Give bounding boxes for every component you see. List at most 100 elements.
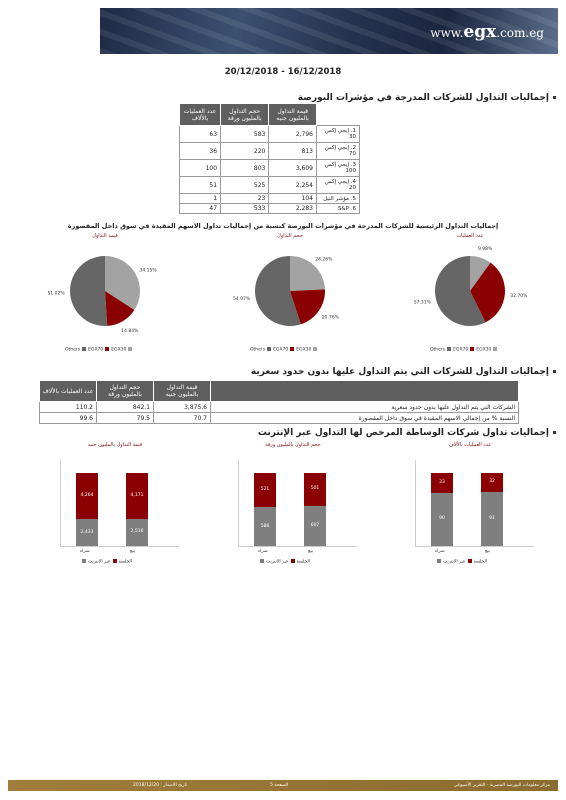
col-volume: حجم التداول بالمليون ورقة — [96, 380, 154, 402]
pies-subtitle: إجماليات التداول الرئيسية للشركات المدرج… — [67, 222, 499, 230]
col-value: قيمة التداول بالمليون جنيه — [268, 103, 317, 126]
cell-val: 2,283 — [268, 203, 317, 214]
pie-slice-egx30 — [105, 256, 140, 311]
section-title-no-limits: إجماليات التداول للشركات التي يتم التداو… — [251, 367, 556, 377]
footer-bar: مركز معلومات البورصة المصرية - التقرير ا… — [8, 780, 558, 791]
no-limits-table: عدد العمليات بالألاف حجم التداول بالمليو… — [39, 380, 519, 424]
x-tick-label: بيع — [308, 549, 314, 554]
col-label — [316, 103, 360, 126]
bar-legend: الجلسةعبر الانترنت — [258, 559, 310, 565]
pie-value-label: 9.98% — [478, 246, 493, 252]
col-ops: عدد العمليات بالألاف — [39, 380, 97, 402]
cell-label: 3. إيجي إكس 100 — [316, 159, 360, 177]
bar-chart-volume: حجم التداول بالمليون ورقة 586 521 شراء 607 5… — [218, 442, 368, 572]
cell-val: 3,875.6 — [153, 401, 211, 413]
bar-plot-area — [415, 460, 534, 547]
bar-title: حجم التداول بالمليون ورقة — [265, 442, 321, 448]
bar-online: 521 — [254, 472, 276, 508]
cell-val: 2,796 — [268, 125, 317, 143]
bar-session: 2,516 — [126, 518, 148, 546]
cell-ops: 110.2 — [39, 401, 97, 413]
bar-online: 4,264 — [76, 472, 98, 520]
pie-legend: Others EGX70 EGX30 — [430, 347, 499, 353]
cell-ops: 1 — [178, 193, 222, 204]
table-row: 1 23 104 5. مؤشر النيل — [178, 193, 360, 204]
pie-value-label: 54.97% — [233, 296, 251, 302]
bar-session: 90 — [431, 492, 453, 546]
col-volume: حجم التداول بالمليون ورقة — [220, 103, 270, 126]
cell-val: 813 — [268, 142, 317, 160]
bar-value-label: 586 — [260, 523, 270, 529]
bar-chart-value: قيمة التداول بالمليون جنيه 2,433 4,264 شرا… — [40, 442, 190, 572]
x-tick-label: شراء — [435, 549, 445, 554]
cell-vol: 803 — [220, 159, 270, 177]
cell-vol: 583 — [220, 125, 270, 143]
banner-decoration — [100, 8, 558, 54]
bar-value-label: 607 — [310, 522, 320, 528]
bar-online: 32 — [481, 472, 503, 492]
x-tick-label: شراء — [258, 549, 268, 554]
footer-date: تاريخ الاصدار : 2018/12/20 — [133, 783, 188, 788]
pie-value-label: 20.76% — [322, 315, 340, 321]
cell-vol: 23 — [220, 193, 270, 204]
pie-slice-egx30 — [470, 256, 491, 291]
cell-ops: 99.6 — [39, 412, 97, 424]
bar-value-label: 33 — [439, 479, 445, 485]
table-row: 36 220 813 2. إيجي إكس 70 — [178, 142, 360, 160]
cell-val: 3,609 — [268, 159, 317, 177]
table-row: 51 525 2,254 4. إيجي إكس 20 — [178, 176, 360, 194]
pie-legend: Others EGX70 EGX30 — [65, 347, 134, 353]
cell-label: النسبة % من إجمالي الاسهم المقيدة في سوق… — [210, 412, 519, 424]
bar-value-label: 501 — [310, 486, 320, 492]
footer-page: الصفحة 5 — [270, 783, 289, 788]
cell-ops: 100 — [178, 159, 222, 177]
cell-val: 70.7 — [153, 412, 211, 424]
pie-value-label: 32.70% — [510, 293, 528, 299]
pie-value-label: 14.84% — [121, 328, 139, 334]
bar-session: 2,433 — [76, 519, 98, 546]
pie-svg: 9.98% 32.70% 57.31% — [414, 246, 528, 326]
pie-value-label: 24.26% — [315, 256, 333, 262]
pie-value-label: 34.15% — [139, 268, 157, 274]
cell-vol: 842.1 — [96, 401, 154, 413]
cell-label: 1. إيجي إكس 30 — [316, 125, 360, 143]
section-title-indices: إجماليات التداول للشركات المدرجة في مؤشر… — [298, 93, 556, 103]
pie-value-label: 51.02% — [47, 290, 65, 296]
pie-title: عدد العمليات — [456, 233, 484, 239]
bar-legend: الجلسةعبر الانترنت — [435, 559, 487, 565]
section-title-online-brokers: إجماليات تداول شركات الوساطة المرخص لها … — [258, 428, 556, 438]
bar-plot-area — [238, 460, 357, 547]
bullet-icon — [553, 96, 556, 99]
cell-ops: 51 — [178, 176, 222, 194]
bar-title: قيمة التداول بالمليون جنيه — [87, 442, 143, 448]
indices-table: عدد العمليات بالألاف حجم التداول بالمليو… — [178, 103, 360, 214]
col-ops: عدد العمليات بالألاف — [178, 103, 222, 126]
table-row: 63 583 2,796 1. إيجي إكس 30 — [178, 125, 360, 143]
pie-slice-egx70 — [290, 289, 325, 325]
cell-vol: 533 — [220, 203, 270, 214]
cell-val: 2,254 — [268, 176, 317, 194]
cell-label: 5. مؤشر النيل — [316, 193, 360, 204]
pie-value-label: 57.31% — [414, 299, 432, 305]
bar-online: 4,171 — [126, 473, 148, 519]
x-tick-label: بيع — [485, 549, 491, 554]
x-tick-label: بيع — [130, 549, 136, 554]
bar-value-label: 4,264 — [80, 493, 94, 499]
bar-session: 586 — [254, 507, 276, 546]
cell-vol: 79.5 — [96, 412, 154, 424]
pie-slice-others — [254, 256, 301, 326]
cell-val: 104 — [268, 193, 317, 204]
table-row: 99.6 79.5 70.7 النسبة % من إجمالي الاسهم ال… — [39, 412, 519, 424]
pie-chart-volume: حجم التداول 24.26% 20.76% 54.97% Others EGX… — [220, 233, 360, 358]
cell-ops: 47 — [178, 203, 222, 214]
bar-session: 91 — [481, 491, 503, 546]
bar-value-label: 91 — [489, 515, 495, 521]
cell-ops: 36 — [178, 142, 222, 160]
egx-logo: www.egx.com.eg — [430, 22, 544, 42]
date-range: 20/12/2018 - 16/12/2018 — [224, 67, 342, 77]
bullet-icon — [553, 431, 556, 434]
bar-value-label: 2,433 — [80, 529, 94, 535]
footer-source: مركز معلومات البورصة المصرية - التقرير ا… — [453, 783, 550, 788]
pie-slice-egx30 — [290, 256, 325, 291]
cell-label: 4. إيجي إكس 20 — [316, 176, 360, 194]
